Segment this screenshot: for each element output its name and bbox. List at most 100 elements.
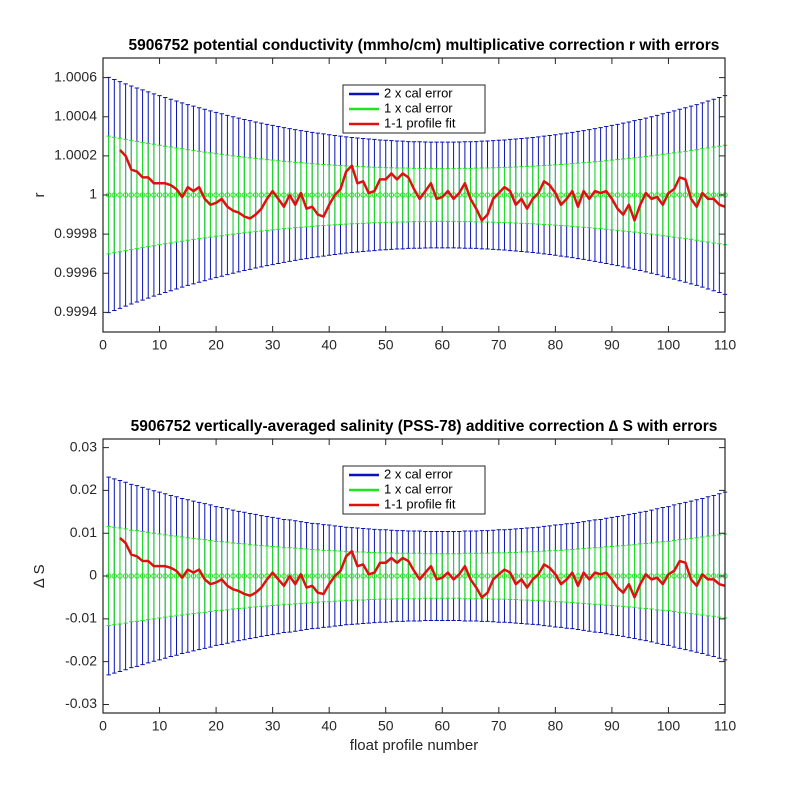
center-marker [349, 573, 355, 579]
error-bar [208, 539, 213, 613]
center-marker [620, 573, 626, 579]
center-marker [428, 192, 434, 198]
error-bar [264, 545, 270, 607]
chart-title: 5906752 vertically-averaged salinity (PS… [131, 418, 718, 435]
center-marker [428, 573, 434, 579]
center-marker [128, 192, 134, 198]
error-bar [626, 544, 632, 608]
center-marker [326, 192, 332, 198]
center-marker [111, 192, 118, 198]
error-bar [281, 160, 287, 230]
center-marker [575, 573, 581, 579]
x-tick-label: 10 [152, 718, 168, 734]
center-marker [541, 573, 547, 579]
x-tick-label: 50 [378, 337, 394, 353]
error-bar [474, 167, 479, 223]
center-marker [332, 573, 338, 579]
center-marker [626, 573, 632, 579]
center-marker [405, 192, 412, 198]
error-bar [496, 167, 502, 223]
center-marker [258, 192, 265, 198]
error-bar [683, 538, 688, 614]
error-bar [694, 537, 699, 615]
error-bar [157, 533, 162, 619]
x-tick-label: 20 [208, 718, 224, 734]
x-tick-label: 70 [491, 718, 507, 734]
error-bar [219, 153, 224, 237]
center-marker [252, 192, 259, 198]
y-tick-label: 1.0004 [54, 107, 97, 123]
x-tick-label: 110 [714, 337, 737, 353]
center-marker [292, 192, 298, 198]
error-bar [270, 545, 275, 607]
error-bar [389, 552, 394, 600]
center-marker [219, 192, 225, 198]
error-bar [151, 532, 157, 620]
center-marker [224, 573, 231, 579]
center-marker [337, 192, 344, 198]
center-marker [371, 192, 378, 198]
error-bar [310, 163, 315, 227]
center-marker [660, 573, 666, 579]
error-bar [507, 551, 513, 601]
x-tick-label: 100 [657, 337, 681, 353]
center-marker [479, 573, 485, 579]
center-marker [309, 573, 315, 579]
error-bar [202, 151, 207, 239]
x-tick-label: 40 [321, 337, 337, 353]
center-marker [524, 573, 530, 579]
error-bar [541, 164, 547, 226]
error-bar [637, 156, 643, 234]
error-bar [394, 167, 400, 223]
error-bar [660, 541, 665, 611]
error-bar [468, 552, 473, 600]
center-marker [677, 573, 683, 579]
center-marker [473, 573, 479, 579]
center-marker [156, 573, 163, 579]
center-marker [354, 573, 361, 579]
error-bar [146, 142, 151, 248]
center-marker [360, 573, 366, 579]
error-bar [377, 166, 383, 224]
error-bar [434, 553, 439, 599]
center-marker [320, 192, 327, 198]
center-marker [236, 192, 242, 198]
center-marker [620, 192, 626, 198]
center-marker [682, 192, 689, 198]
error-bar [338, 164, 343, 226]
error-bar [202, 539, 207, 613]
y-tick-label: 0.9996 [54, 264, 97, 280]
error-bar [604, 546, 609, 606]
center-marker [309, 192, 315, 198]
error-bar [434, 168, 439, 222]
center-marker [343, 573, 349, 579]
error-bar [474, 552, 479, 600]
x-axis-label: float profile number [350, 737, 478, 754]
x-tick-label: 30 [265, 718, 281, 734]
error-bar [140, 141, 145, 249]
error-bar [196, 538, 202, 614]
center-marker [315, 192, 321, 198]
center-marker [117, 192, 123, 198]
error-bar [423, 553, 428, 599]
error-bar [355, 551, 360, 601]
error-bar [649, 542, 654, 610]
x-tick-label: 30 [265, 337, 281, 353]
error-bar [530, 551, 535, 601]
error-bar [711, 535, 716, 617]
center-marker [694, 573, 700, 579]
error-bar [524, 165, 530, 225]
error-bar [462, 552, 468, 600]
error-bar [604, 160, 609, 230]
center-marker [631, 192, 638, 198]
error-bar [519, 551, 524, 601]
center-marker [614, 573, 621, 579]
center-marker [394, 192, 400, 198]
error-bar [191, 537, 196, 615]
center-marker [281, 192, 287, 198]
x-tick-label: 110 [714, 718, 737, 734]
error-bar [564, 549, 569, 603]
x-tick-label: 60 [434, 718, 450, 734]
center-marker [258, 573, 265, 579]
error-bar [236, 155, 241, 235]
